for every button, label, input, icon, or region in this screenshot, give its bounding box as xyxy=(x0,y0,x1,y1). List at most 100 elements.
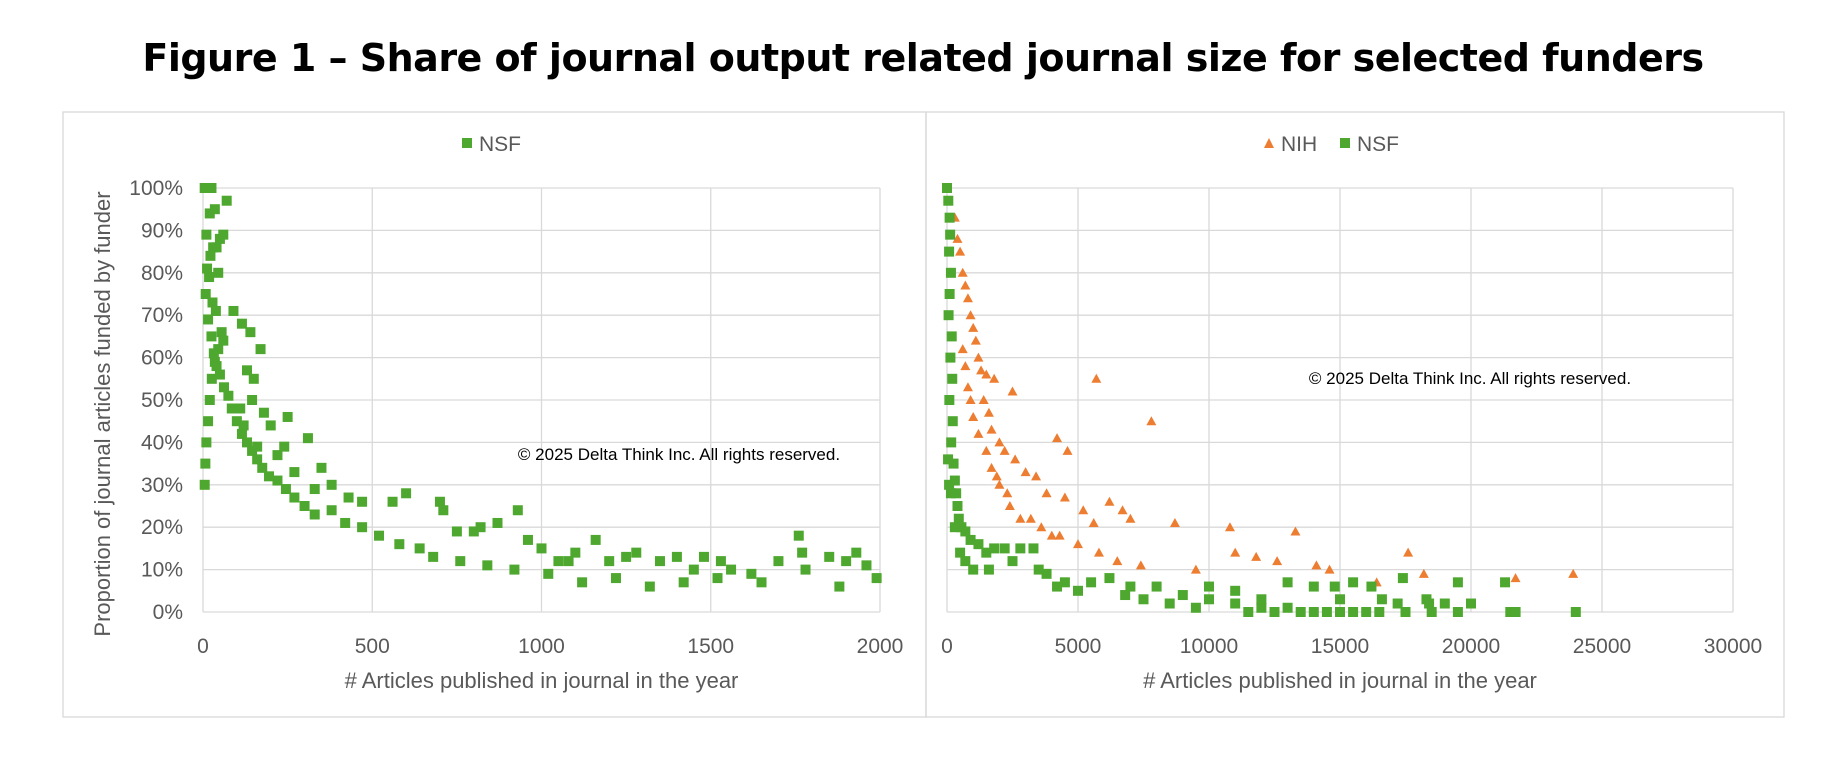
data-point-nsf xyxy=(746,568,757,579)
data-point-nsf xyxy=(577,577,588,588)
data-point-nsf xyxy=(1204,581,1214,592)
data-point-nsf xyxy=(218,382,229,393)
data-point-nsf xyxy=(1348,577,1359,588)
data-point-nsf xyxy=(1452,577,1463,588)
data-point-nsf xyxy=(202,263,213,274)
data-point-nsf xyxy=(247,445,258,456)
data-point-nsf xyxy=(946,331,957,342)
data-point-nih xyxy=(1002,488,1013,498)
y-tick-label: 20% xyxy=(141,516,183,539)
data-point-nih xyxy=(1510,573,1521,583)
data-point-nsf xyxy=(949,522,960,533)
data-point-nsf xyxy=(207,297,218,308)
y-tick-label: 30% xyxy=(141,474,183,497)
data-point-nsf xyxy=(604,556,615,567)
data-point-nsf xyxy=(715,556,726,567)
data-point-nsf xyxy=(199,479,210,490)
data-point-nsf xyxy=(302,433,313,444)
data-point-nih xyxy=(1125,513,1136,523)
data-point-nih xyxy=(973,428,984,438)
legend-item[interactable]: NIH xyxy=(1264,133,1317,156)
data-point-nih xyxy=(1054,530,1065,540)
data-point-nih xyxy=(1007,386,1018,396)
data-point-nsf xyxy=(218,335,229,346)
data-point-nih xyxy=(957,267,968,277)
data-point-nih xyxy=(981,445,992,455)
data-point-nsf xyxy=(272,475,283,486)
data-point-nih xyxy=(981,369,992,379)
data-point-nsf xyxy=(1426,607,1437,617)
data-point-nih xyxy=(1015,513,1026,523)
y-tick-label: 80% xyxy=(141,262,183,285)
data-point-nsf xyxy=(1505,607,1516,617)
data-point-nsf xyxy=(309,484,320,495)
data-point-nsf xyxy=(944,246,955,257)
data-point-nsf xyxy=(1570,607,1581,617)
chart-frame xyxy=(925,111,1785,718)
data-point-nsf xyxy=(228,305,239,316)
data-point-nih xyxy=(970,335,981,345)
data-point-nsf xyxy=(947,416,958,427)
figure-title: Figure 1 – Share of journal output relat… xyxy=(142,36,1704,80)
data-point-nsf xyxy=(512,505,523,516)
data-point-nih xyxy=(1403,547,1414,557)
data-point-nsf xyxy=(944,212,955,223)
x-tick-label: 5000 xyxy=(1055,635,1102,658)
data-point-nsf xyxy=(610,573,621,584)
chart-left-nsf: 0 500 1000 1500 2000 0% 10% 20% 30% 40% 50% 60% 70% 8… xyxy=(90,133,903,693)
data-point-nsf xyxy=(204,395,215,405)
data-point-nsf xyxy=(1400,607,1411,617)
data-point-nsf xyxy=(264,471,275,482)
data-point-nsf xyxy=(1466,598,1476,609)
data-point-nsf xyxy=(1424,598,1435,609)
data-point-nsf xyxy=(1366,581,1377,592)
data-point-nih xyxy=(1112,556,1123,566)
data-point-nsf xyxy=(1439,598,1450,609)
data-point-nsf xyxy=(688,564,699,575)
data-point-nsf xyxy=(231,416,242,427)
data-point-nsf xyxy=(1033,564,1044,575)
data-point-nih xyxy=(960,280,971,290)
y-tick-label: 10% xyxy=(141,559,183,582)
x-tick-label: 20000 xyxy=(1442,635,1500,658)
data-point-nsf xyxy=(216,327,227,338)
data-point-nsf xyxy=(1308,581,1319,592)
data-point-nsf xyxy=(726,564,737,575)
data-point-nsf xyxy=(834,581,845,592)
data-point-nsf xyxy=(248,373,259,384)
data-point-nih xyxy=(1568,568,1579,578)
data-point-nsf xyxy=(955,547,966,558)
data-point-nih xyxy=(1010,454,1021,464)
data-point-nih xyxy=(1104,496,1115,506)
data-point-nih xyxy=(957,344,968,354)
data-point-nsf xyxy=(206,331,217,342)
data-point-nsf xyxy=(210,305,221,316)
data-point-nsf xyxy=(214,369,225,380)
data-point-nsf xyxy=(1269,607,1280,617)
data-point-nsf xyxy=(981,547,992,558)
data-point-nsf xyxy=(1204,594,1214,605)
data-point-nsf xyxy=(205,250,216,261)
data-point-nih xyxy=(1093,547,1104,557)
data-point-nsf xyxy=(213,267,224,278)
data-point-nsf xyxy=(211,361,222,372)
data-point-nih xyxy=(986,462,997,472)
data-point-nih xyxy=(1078,505,1089,515)
data-point-nih xyxy=(1004,501,1015,510)
data-point-nsf xyxy=(309,509,320,520)
data-point-nsf xyxy=(1335,594,1345,605)
data-point-nih xyxy=(1025,513,1036,523)
legend-item[interactable]: NSF xyxy=(462,133,521,156)
data-point-nih xyxy=(1146,416,1157,426)
data-point-nsf xyxy=(1348,607,1359,617)
data-point-nsf xyxy=(211,242,222,253)
data-point-nsf xyxy=(326,479,337,490)
data-point-nih xyxy=(965,310,976,320)
legend-item[interactable]: NSF xyxy=(1340,133,1399,156)
data-point-nih xyxy=(1230,547,1241,557)
data-point-nih xyxy=(1251,551,1262,561)
data-point-nsf xyxy=(1329,581,1340,592)
data-point-nih xyxy=(1059,492,1070,502)
data-point-nsf xyxy=(236,318,247,329)
